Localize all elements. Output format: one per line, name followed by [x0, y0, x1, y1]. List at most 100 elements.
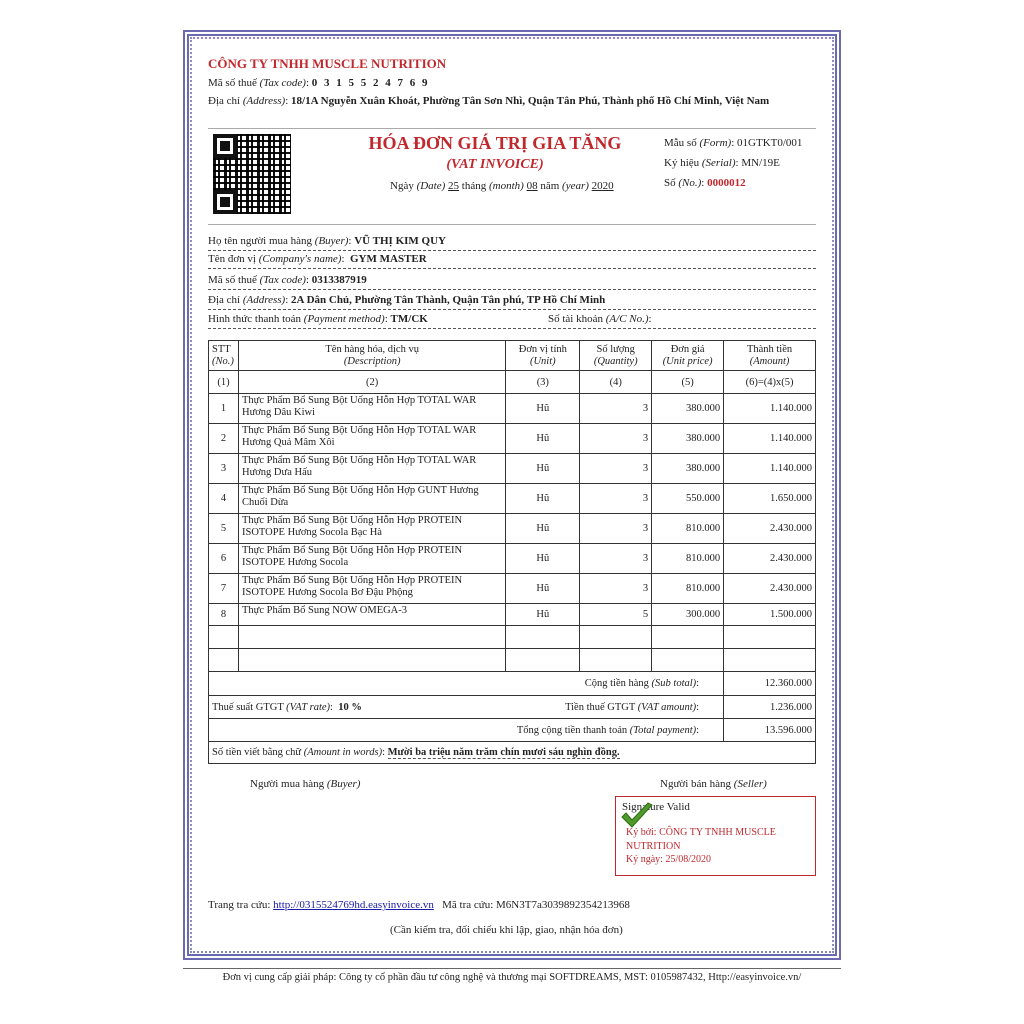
table-cell: 1.140.000 [723, 453, 816, 484]
index-row: (1) (2) (3) (4) (5) (6)=(4)x(5) [208, 370, 816, 394]
table-cell: 3 [579, 483, 653, 514]
table-cell: 550.000 [651, 483, 725, 514]
table-row: 6 Thực Phẩm Bổ Sung Bột Uống Hỗn Hợp PROT… [208, 543, 816, 574]
index-cell: (3) [505, 370, 581, 394]
amount-in-words-row: Số tiền viết bằng chữ (Amount in words):… [208, 741, 816, 764]
table-row: 5 Thực Phẩm Bổ Sung Bột Uống Hỗn Hợp PROT… [208, 513, 816, 544]
decorative-border [183, 30, 841, 960]
table-cell: 3 [579, 453, 653, 484]
table-cell: 5 [579, 603, 653, 626]
buyer-company: Tên đơn vị (Company's name): GYM MASTER [208, 253, 816, 269]
total-row: Tổng cộng tiền thanh toán (Total payment… [207, 718, 816, 742]
signed-date: Ký ngày: 25/08/2020 [626, 854, 711, 865]
table-cell: 2 [208, 423, 239, 454]
table-cell: Hũ [505, 483, 581, 514]
invoice-subtitle: (VAT INVOICE) [446, 157, 544, 172]
table-row: 1 Thực Phẩm Bổ Sung Bột Uống Hỗn Hợp TOTA… [208, 393, 816, 424]
empty-row [208, 648, 816, 672]
column-header: Đơn giá (Unit price) [651, 340, 725, 371]
index-cell: (5) [651, 370, 725, 394]
table-cell: Thực Phẩm Bổ Sung NOW OMEGA-3 [237, 603, 507, 626]
table-cell: Thực Phẩm Bổ Sung Bột Uống Hỗn Hợp TOTAL… [237, 423, 507, 454]
column-header: Tên hàng hóa, dịch vụ (Description) [237, 340, 507, 371]
buyer-signature-label: Người mua hàng (Buyer) [250, 778, 361, 790]
table-cell: Hũ [505, 573, 581, 604]
subtotal-value: 12.360.000 [723, 671, 816, 696]
table-cell: 810.000 [651, 513, 725, 544]
digital-signature-box: Signature Valid Ký bởi: CÔNG TY TNHH MUS… [615, 796, 816, 876]
subtotal-row: Cộng tiền hàng (Sub total): 12.360.000 [207, 671, 816, 696]
lookup-note: (Cần kiểm tra, đối chiếu khi lập, giao, … [390, 924, 623, 936]
invoice-title: HÓA ĐƠN GIÁ TRỊ GIA TĂNG [368, 133, 622, 153]
table-cell: 1.650.000 [723, 483, 816, 514]
index-cell: (4) [579, 370, 653, 394]
empty-row [208, 625, 816, 649]
table-cell: 3 [579, 393, 653, 424]
table-cell: 3 [579, 573, 653, 604]
payment-method: Hình thức thanh toán (Payment method): T… [208, 313, 816, 329]
items-table: STT (No.) Tên hàng hóa, dịch vụ (Descriptio… [207, 340, 816, 764]
index-cell: (6)=(4)x(5) [723, 370, 816, 394]
table-row: 3 Thực Phẩm Bổ Sung Bột Uống Hỗn Hợp TOTA… [208, 453, 816, 484]
index-cell: (1) [208, 370, 239, 394]
lookup-link[interactable]: http://0315524769hd.easyinvoice.vn [273, 899, 434, 911]
table-row: 2 Thực Phẩm Bổ Sung Bột Uống Hỗn Hợp TOTA… [208, 423, 816, 454]
table-cell: Thực Phẩm Bổ Sung Bột Uống Hỗn Hợp PROTE… [237, 543, 507, 574]
table-cell: 380.000 [651, 453, 725, 484]
table-cell: 5 [208, 513, 239, 544]
column-header: Thành tiền (Amount) [723, 340, 816, 371]
table-cell: Hũ [505, 393, 581, 424]
table-cell: 380.000 [651, 393, 725, 424]
table-cell: 810.000 [651, 573, 725, 604]
column-header: Đơn vị tính (Unit) [505, 340, 581, 371]
header-row: STT (No.) Tên hàng hóa, dịch vụ (Descriptio… [208, 340, 816, 371]
invoice-number: Số (No.): 0000012 [664, 177, 746, 189]
table-cell: 2.430.000 [723, 573, 816, 604]
table-cell: Thực Phẩm Bổ Sung Bột Uống Hỗn Hợp PROTE… [237, 513, 507, 544]
table-cell: 3 [579, 543, 653, 574]
table-cell: 7 [208, 573, 239, 604]
signed-by: Ký bởi: CÔNG TY TNHH MUSCLE NUTRITION [626, 827, 776, 852]
seller-name: CÔNG TY TNHH MUSCLE NUTRITION [208, 56, 447, 71]
table-cell: Hũ [505, 543, 581, 574]
table-cell: Thực Phẩm Bổ Sung Bột Uống Hỗn Hợp TOTAL… [237, 453, 507, 484]
table-cell: 3 [579, 423, 653, 454]
table-cell: 6 [208, 543, 239, 574]
table-cell: 3 [208, 453, 239, 484]
lookup-info: Trang tra cứu: http://0315524769hd.easyi… [208, 899, 630, 911]
column-header: STT (No.) [208, 340, 239, 371]
index-cell: (2) [237, 370, 507, 394]
table-cell: 1 [208, 393, 239, 424]
invoice-serial: Ký hiệu (Serial): MN/19E [664, 157, 780, 169]
table-cell: 300.000 [651, 603, 725, 626]
table-cell: 2.430.000 [723, 513, 816, 544]
table-cell: 1.140.000 [723, 393, 816, 424]
footer: Đơn vị cung cấp giải pháp: Công ty cổ ph… [222, 972, 802, 983]
buyer-name: Họ tên người mua hàng (Buyer): VŨ THỊ KI… [208, 235, 816, 251]
table-cell: 8 [208, 603, 239, 626]
table-cell: Hũ [505, 453, 581, 484]
invoice-form: Mẫu số (Form): 01GTKT0/001 [664, 137, 803, 149]
signature-valid: Signature Valid [622, 801, 690, 813]
seller-tax-code: Mã số thuế (Tax code): 0 3 1 5 5 2 4 7 6… [208, 77, 430, 89]
table-cell: 1.140.000 [723, 423, 816, 454]
invoice-date: Ngày (Date) 25 tháng (month) 08 năm (yea… [390, 180, 614, 192]
vat-amount-value: 1.236.000 [723, 695, 816, 719]
table-cell: Thực Phẩm Bổ Sung Bột Uống Hỗn Hợp PROTE… [237, 573, 507, 604]
table-cell: Thực Phẩm Bổ Sung Bột Uống Hỗn Hợp GUNT … [237, 483, 507, 514]
total-value: 13.596.000 [723, 718, 816, 742]
table-cell: Thực Phẩm Bổ Sung Bột Uống Hỗn Hợp TOTAL… [237, 393, 507, 424]
table-cell: 380.000 [651, 423, 725, 454]
qr-code [213, 134, 291, 214]
table-cell: 810.000 [651, 543, 725, 574]
divider [183, 968, 841, 969]
column-header: Số lượng (Quantity) [579, 340, 653, 371]
table-cell: 3 [579, 513, 653, 544]
buyer-address: Địa chỉ (Address): 2A Dân Chủ, Phường Tâ… [208, 294, 816, 310]
seller-address: Địa chỉ (Address): 18/1A Nguyễn Xuân Kho… [208, 95, 770, 107]
seller-signature-label: Người bán hàng (Seller) [660, 778, 767, 790]
table-row: 4 Thực Phẩm Bổ Sung Bột Uống Hỗn Hợp GUNT… [208, 483, 816, 514]
table-cell: 1.500.000 [723, 603, 816, 626]
vat-row: Thuế suất GTGT (VAT rate): 10 % Tiền thuế… [207, 695, 816, 719]
checkmark-icon [621, 802, 653, 828]
